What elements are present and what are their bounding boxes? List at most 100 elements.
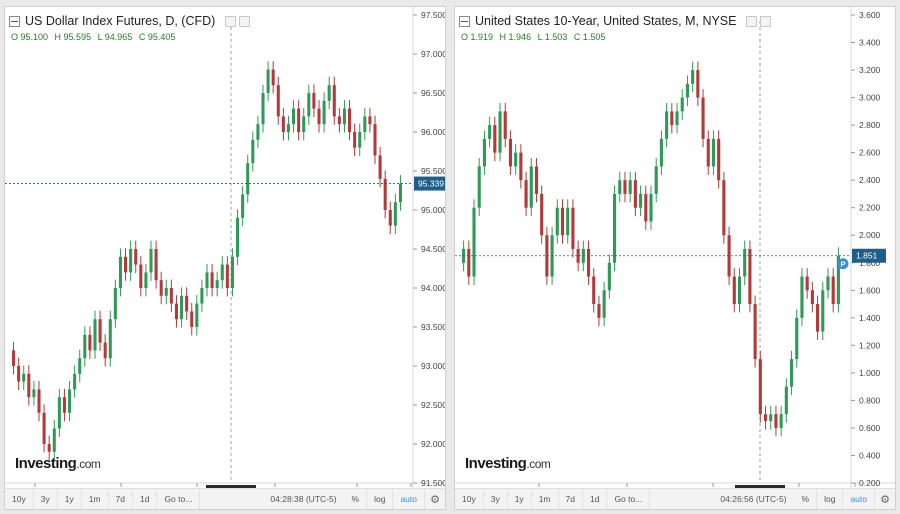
candle-body bbox=[348, 108, 352, 132]
candle-body bbox=[618, 180, 622, 194]
candle-body bbox=[154, 249, 158, 281]
candle-body bbox=[508, 138, 513, 167]
settings-icon[interactable] bbox=[225, 15, 237, 27]
range-1m-button[interactable]: 1m bbox=[82, 489, 109, 509]
candle-body bbox=[78, 358, 82, 374]
candle-body bbox=[297, 108, 301, 132]
log-toggle[interactable]: log bbox=[817, 489, 844, 509]
investing-logo: Investing.com bbox=[15, 455, 101, 472]
candle-body bbox=[286, 124, 290, 132]
range-1y-button[interactable]: 1y bbox=[508, 489, 532, 509]
auto-toggle[interactable]: auto bbox=[843, 489, 875, 509]
event-marker-label: P bbox=[840, 260, 845, 269]
candle-body bbox=[805, 276, 809, 291]
candle-body bbox=[472, 207, 476, 277]
candle-body bbox=[27, 373, 31, 398]
candle-body bbox=[266, 69, 270, 93]
candle-body bbox=[498, 111, 502, 153]
y-tick-label: 1.800 bbox=[859, 258, 881, 268]
candle-body bbox=[482, 138, 486, 167]
investing-logo: Investing.com bbox=[465, 455, 551, 472]
gear-icon[interactable]: ⚙ bbox=[880, 493, 890, 506]
crosshair-date-box bbox=[206, 485, 256, 490]
candle-body bbox=[644, 193, 648, 222]
low-value: L 1.503 bbox=[537, 32, 568, 42]
candle-body bbox=[139, 264, 143, 288]
candle-body bbox=[732, 276, 736, 305]
last-price-label: 95.339 bbox=[418, 179, 444, 189]
candle-body bbox=[98, 319, 102, 343]
y-tick-label: 94.000 bbox=[421, 283, 445, 293]
range-3y-button[interactable]: 3y bbox=[484, 489, 508, 509]
goto-button[interactable]: Go to... bbox=[157, 489, 201, 509]
candle-body bbox=[220, 264, 224, 281]
chart-title: US Dollar Index Futures, D, (CFD) bbox=[25, 14, 216, 28]
range-10y-button[interactable]: 10y bbox=[455, 489, 484, 509]
candle-body bbox=[88, 334, 92, 351]
range-1m-button[interactable]: 1m bbox=[532, 489, 559, 509]
candle-body bbox=[560, 207, 565, 236]
range-1d-button[interactable]: 1d bbox=[583, 489, 608, 509]
percent-toggle[interactable]: % bbox=[345, 489, 368, 509]
candle-body bbox=[691, 70, 695, 84]
candle-body bbox=[276, 85, 280, 117]
candle-body bbox=[519, 152, 523, 181]
ohlc-readout: O 1.919 H 1.946 L 1.503 C 1.505 bbox=[461, 32, 609, 42]
range-3y-button[interactable]: 3y bbox=[34, 489, 58, 509]
range-1y-button[interactable]: 1y bbox=[58, 489, 82, 509]
candle-body bbox=[337, 116, 341, 125]
collapse-icon[interactable] bbox=[459, 15, 470, 27]
close-icon[interactable] bbox=[239, 15, 251, 27]
candle-body bbox=[241, 194, 245, 218]
candle-body bbox=[534, 166, 539, 194]
y-tick-label: 3.600 bbox=[859, 10, 881, 20]
gear-icon[interactable]: ⚙ bbox=[430, 493, 440, 506]
y-tick-label: 2.000 bbox=[859, 230, 881, 240]
range-10y-button[interactable]: 10y bbox=[5, 489, 34, 509]
candle-body bbox=[711, 138, 716, 167]
candle-body bbox=[103, 342, 107, 359]
us10y-candlestick-chart[interactable]: 0.200 0.400 0.600 0.800 1.000 1.200 1.400 1.600… bbox=[455, 7, 895, 490]
settings-icon[interactable] bbox=[746, 15, 758, 27]
auto-toggle[interactable]: auto bbox=[393, 489, 425, 509]
candle-body bbox=[256, 124, 260, 140]
event-marker-icon bbox=[837, 258, 849, 270]
y-tick-label: 0.600 bbox=[859, 423, 881, 433]
chart-title-row: United States 10-Year, United States, M,… bbox=[459, 14, 772, 28]
range-7d-button[interactable]: 7d bbox=[559, 489, 583, 509]
candle-body bbox=[514, 152, 518, 167]
candle-body bbox=[774, 414, 778, 428]
dxy-candlestick-chart[interactable]: 91.500 92.000 92.500 93.000 93.500 94.000 94.5… bbox=[5, 7, 445, 490]
log-toggle[interactable]: log bbox=[367, 489, 394, 509]
candle-body bbox=[659, 138, 663, 167]
range-7d-button[interactable]: 7d bbox=[109, 489, 133, 509]
candle-body bbox=[769, 414, 773, 422]
percent-toggle[interactable]: % bbox=[795, 489, 818, 509]
candle-body bbox=[271, 69, 275, 86]
candle-body bbox=[307, 93, 311, 117]
candle-body bbox=[639, 193, 643, 208]
collapse-icon[interactable] bbox=[9, 15, 20, 27]
candle-body bbox=[748, 249, 752, 305]
candle-body bbox=[571, 207, 575, 249]
candle-body bbox=[398, 183, 402, 203]
candle-body bbox=[602, 290, 606, 318]
range-1d-button[interactable]: 1d bbox=[133, 489, 158, 509]
y-tick-label: 2.200 bbox=[859, 203, 881, 213]
candle-body bbox=[327, 85, 331, 101]
candle-body bbox=[545, 235, 549, 277]
close-icon[interactable] bbox=[760, 15, 772, 27]
candle-body bbox=[200, 288, 204, 304]
candle-body bbox=[701, 97, 705, 139]
y-tick-label: 91.500 bbox=[421, 478, 445, 488]
ohlc-readout: O 95.100 H 95.595 L 94.965 C 95.405 bbox=[11, 32, 179, 42]
logo-suffix: .com bbox=[526, 457, 551, 471]
crosshair-date-box bbox=[735, 485, 785, 490]
candle-body bbox=[810, 290, 814, 305]
candle-body bbox=[47, 444, 51, 452]
goto-button[interactable]: Go to... bbox=[607, 489, 651, 509]
candle-body bbox=[607, 262, 611, 291]
chart-toolbar: 10y 3y 1y 1m 7d 1d Go to... 04:28:38 (UT… bbox=[5, 488, 445, 509]
y-tick-label: 1.200 bbox=[859, 340, 881, 350]
candle-body bbox=[613, 193, 617, 263]
